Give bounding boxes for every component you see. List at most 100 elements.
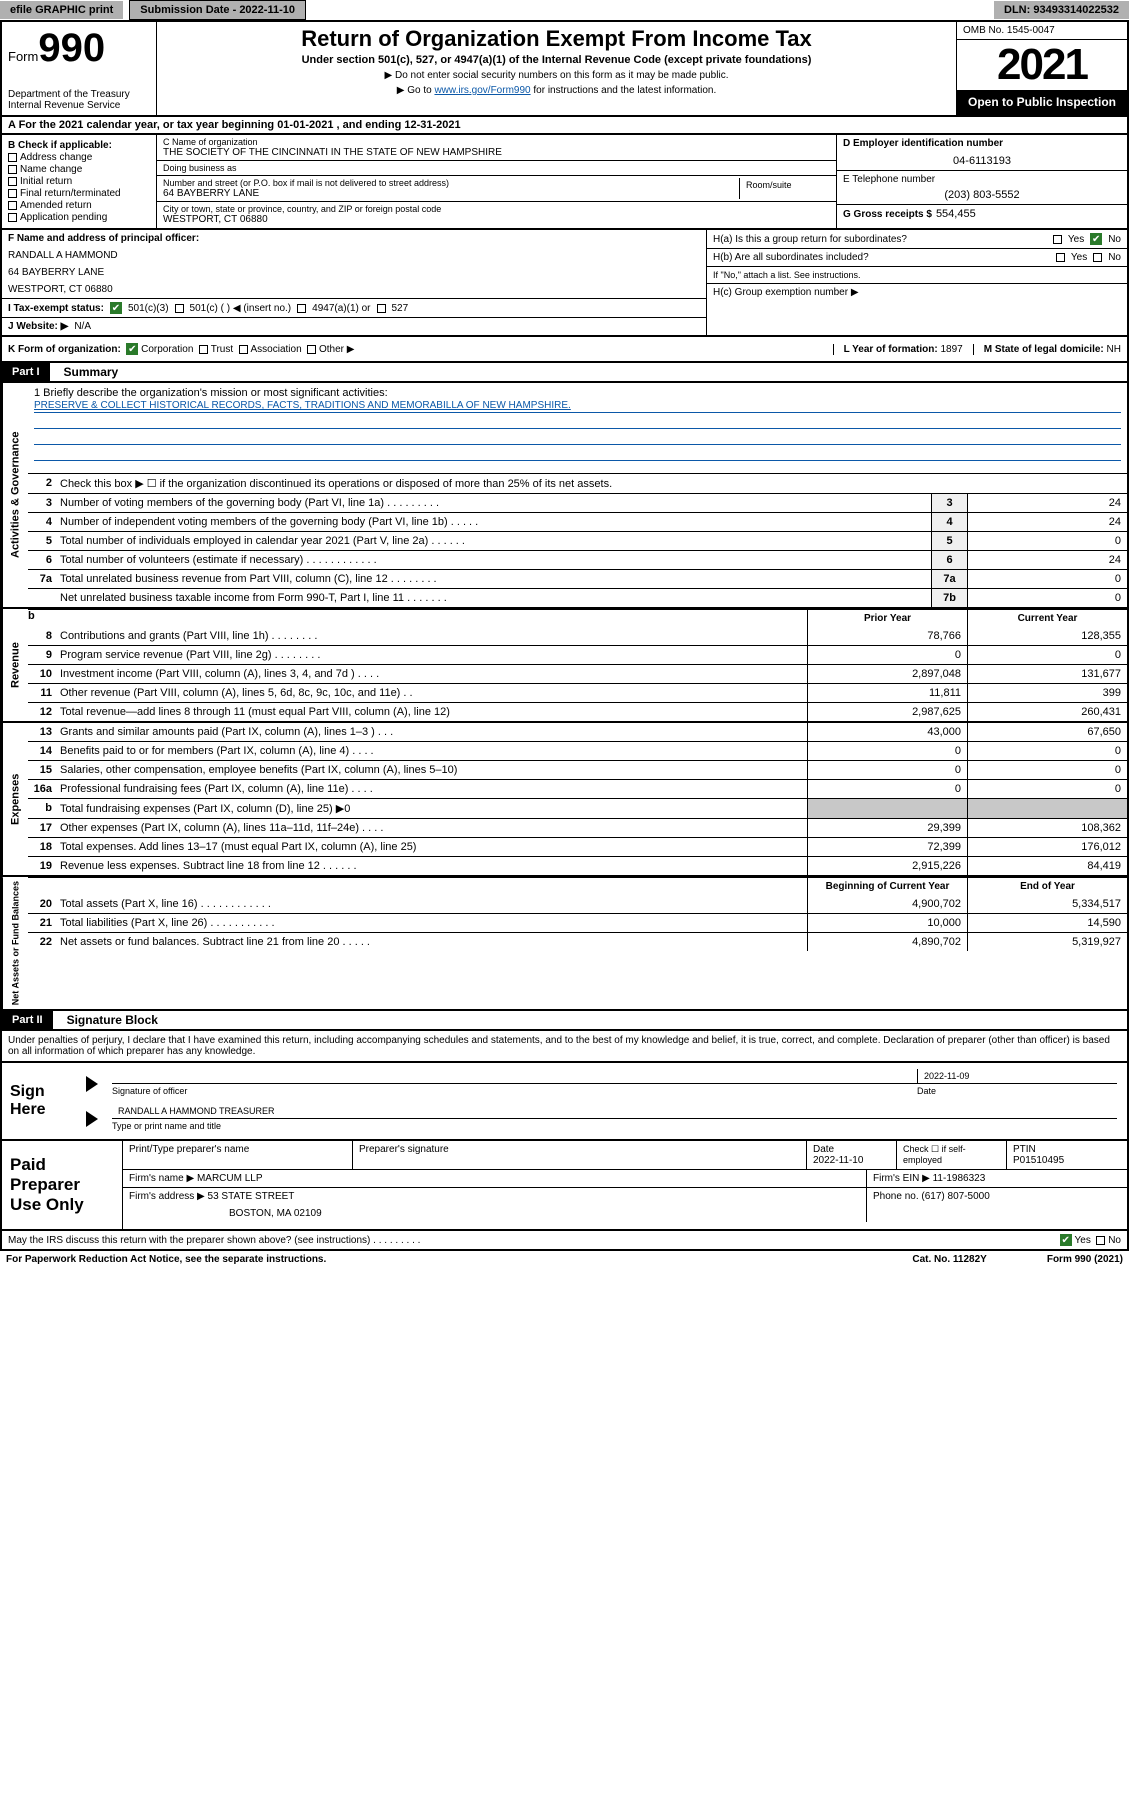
line-desc: Total liabilities (Part X, line 26) . . … xyxy=(56,914,807,932)
ptin-label: PTIN xyxy=(1013,1144,1121,1155)
form-footer: Form 990 (2021) xyxy=(1047,1254,1123,1265)
line-desc: Benefits paid to or for members (Part IX… xyxy=(56,742,807,760)
tax-exempt-label: I Tax-exempt status: xyxy=(8,303,104,314)
domicile-label: M State of legal domicile: xyxy=(984,344,1104,355)
ein-label: D Employer identification number xyxy=(843,138,1121,149)
cb-corporation-checked[interactable]: ✔ xyxy=(126,343,138,355)
omb-number: OMB No. 1545-0047 xyxy=(957,22,1127,40)
treasury-dept: Department of the Treasury xyxy=(8,89,150,100)
gross-receipts-label: G Gross receipts $ xyxy=(843,209,932,220)
table-row: 17Other expenses (Part IX, column (A), l… xyxy=(28,818,1127,837)
prior-val: 0 xyxy=(807,780,967,798)
current-val: 5,319,927 xyxy=(967,933,1127,951)
line-desc: Total expenses. Add lines 13–17 (must eq… xyxy=(56,838,807,856)
vtab-governance: Activities & Governance xyxy=(2,383,28,607)
cb-final-return[interactable]: Final return/terminated xyxy=(8,188,150,199)
line6-desc: Total number of volunteers (estimate if … xyxy=(56,551,931,569)
line-desc: Total fundraising expenses (Part IX, col… xyxy=(56,799,807,818)
current-val: 0 xyxy=(967,742,1127,760)
self-employed-cb[interactable]: Check ☐ if self-employed xyxy=(897,1141,1007,1169)
prior-year-hdr: Prior Year xyxy=(807,610,967,627)
group-exemption-label: H(c) Group exemption number ▶ xyxy=(707,283,1127,301)
current-val: 399 xyxy=(967,684,1127,702)
cb-initial-return[interactable]: Initial return xyxy=(8,176,150,187)
submission-date: Submission Date - 2022-11-10 xyxy=(129,0,306,20)
part1-header: Part I xyxy=(2,363,50,381)
cb-other[interactable] xyxy=(307,345,316,354)
instructions-link[interactable]: www.irs.gov/Form990 xyxy=(434,85,530,96)
prior-val: 4,890,702 xyxy=(807,933,967,951)
cb-address-change[interactable]: Address change xyxy=(8,152,150,163)
prior-val xyxy=(807,799,967,818)
officer-name: RANDALL A HAMMOND xyxy=(8,250,118,261)
current-val: 67,650 xyxy=(967,723,1127,741)
table-row: 19Revenue less expenses. Subtract line 1… xyxy=(28,856,1127,875)
firm-ein: 11-1986323 xyxy=(933,1173,986,1184)
table-row: bTotal fundraising expenses (Part IX, co… xyxy=(28,798,1127,818)
cb-amended-return[interactable]: Amended return xyxy=(8,200,150,211)
ha-yes-cb[interactable] xyxy=(1053,235,1062,244)
table-row: 15Salaries, other compensation, employee… xyxy=(28,760,1127,779)
printed-name-label: Type or print name and title xyxy=(112,1121,1117,1131)
sig-date: 2022-11-09 xyxy=(917,1069,1117,1083)
discuss-no[interactable] xyxy=(1096,1236,1105,1245)
opt-527: 527 xyxy=(392,303,409,314)
gross-receipts-value: 554,455 xyxy=(936,208,976,220)
org-name-label: C Name of organization xyxy=(163,137,830,147)
instructions-link-row: ▶ Go to www.irs.gov/Form990 for instruct… xyxy=(165,85,948,96)
line-desc: Grants and similar amounts paid (Part IX… xyxy=(56,723,807,741)
city-label: City or town, state or province, country… xyxy=(163,204,830,214)
ein-value: 04-6113193 xyxy=(843,155,1121,167)
line5-val: 0 xyxy=(967,532,1127,550)
street-label: Number and street (or P.O. box if mail i… xyxy=(163,178,739,188)
ha-no-cb-checked[interactable]: ✔ xyxy=(1090,233,1102,245)
opt-501c3: 501(c)(3) xyxy=(128,303,169,314)
firm-ein-label: Firm's EIN ▶ xyxy=(873,1173,930,1184)
officer-addr2: WESTPORT, CT 06880 xyxy=(8,284,113,295)
line3-val: 24 xyxy=(967,494,1127,512)
line7b-val: 0 xyxy=(967,589,1127,607)
efile-tag[interactable]: efile GRAPHIC print xyxy=(0,1,123,19)
check-applicable-label: B Check if applicable: xyxy=(8,140,150,151)
vtab-revenue: Revenue xyxy=(2,609,28,721)
table-row: 8Contributions and grants (Part VIII, li… xyxy=(28,627,1127,645)
table-row: 13Grants and similar amounts paid (Part … xyxy=(28,723,1127,741)
firm-addr1: 53 STATE STREET xyxy=(208,1191,295,1202)
cb-4947[interactable] xyxy=(297,304,306,313)
form-subtitle: Under section 501(c), 527, or 4947(a)(1)… xyxy=(165,54,948,66)
prior-val: 4,900,702 xyxy=(807,895,967,913)
cb-501c3-checked[interactable]: ✔ xyxy=(110,302,122,314)
cb-application-pending[interactable]: Application pending xyxy=(8,212,150,223)
table-row: 14Benefits paid to or for members (Part … xyxy=(28,741,1127,760)
prior-val: 43,000 xyxy=(807,723,967,741)
prior-val: 0 xyxy=(807,761,967,779)
preparer-name-label: Print/Type preparer's name xyxy=(123,1141,353,1169)
opt-4947: 4947(a)(1) or xyxy=(312,303,370,314)
vtab-expenses: Expenses xyxy=(2,723,28,875)
discuss-yes-checked[interactable]: ✔ xyxy=(1060,1234,1072,1246)
group-return-label: H(a) Is this a group return for subordin… xyxy=(713,234,907,245)
table-row: 10Investment income (Part VIII, column (… xyxy=(28,664,1127,683)
form-title: Return of Organization Exempt From Incom… xyxy=(165,26,948,52)
line4-desc: Number of independent voting members of … xyxy=(56,513,931,531)
current-val: 176,012 xyxy=(967,838,1127,856)
cb-527[interactable] xyxy=(377,304,386,313)
hb-no-cb[interactable] xyxy=(1093,253,1102,262)
firm-phone: (617) 807-5000 xyxy=(921,1191,989,1202)
prep-date-label: Date xyxy=(813,1144,890,1155)
cb-trust[interactable] xyxy=(199,345,208,354)
cb-name-change[interactable]: Name change xyxy=(8,164,150,175)
form-number: 990 xyxy=(38,26,105,70)
opt-501c: 501(c) ( ) ◀ (insert no.) xyxy=(190,303,292,314)
table-row: 21Total liabilities (Part X, line 26) . … xyxy=(28,913,1127,932)
cb-501c[interactable] xyxy=(175,304,184,313)
hb-yes-cb[interactable] xyxy=(1056,253,1065,262)
prior-val: 78,766 xyxy=(807,627,967,645)
cb-association[interactable] xyxy=(239,345,248,354)
line-desc: Investment income (Part VIII, column (A)… xyxy=(56,665,807,683)
firm-phone-label: Phone no. xyxy=(873,1191,919,1202)
line7b-desc: Net unrelated business taxable income fr… xyxy=(56,589,931,607)
vtab-net-assets: Net Assets or Fund Balances xyxy=(2,877,28,1009)
open-to-public: Open to Public Inspection xyxy=(957,91,1127,115)
prior-val: 0 xyxy=(807,646,967,664)
